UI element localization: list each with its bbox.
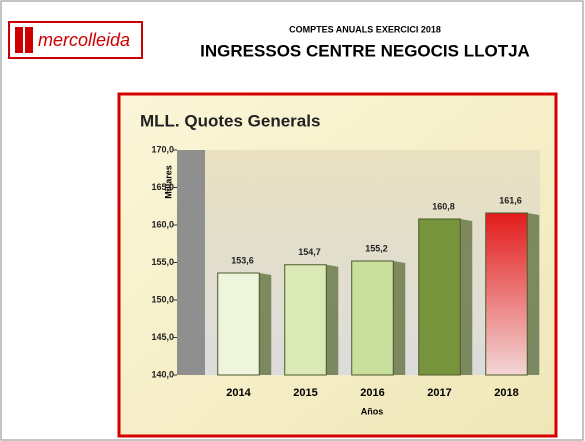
bar-front: [217, 272, 260, 376]
bar: [485, 212, 540, 376]
y-tick-label: 160,0: [151, 219, 174, 229]
value-label: 154,7: [298, 247, 321, 257]
y-axis-label: Millares: [163, 165, 173, 199]
logo-icon: [15, 27, 23, 53]
y-tick-label: 140,0: [151, 369, 174, 379]
bar-side: [393, 261, 406, 375]
bar-front: [351, 260, 394, 376]
bar-side: [527, 213, 540, 375]
x-tick-label: 2018: [494, 387, 518, 399]
value-label: 153,6: [231, 255, 254, 265]
chart-title: MLL. Quotes Generals: [140, 111, 320, 130]
x-tick-label: 2017: [427, 387, 451, 399]
x-axis-label: Años: [361, 406, 384, 416]
subtitle: COMPTES ANUALS EXERCICI 2018: [289, 24, 441, 34]
bar-side: [460, 219, 473, 375]
value-label: 155,2: [365, 243, 388, 253]
bar: [284, 264, 339, 376]
value-label: 160,8: [432, 201, 455, 211]
bar-side: [259, 273, 272, 375]
side-wall: [177, 150, 205, 375]
y-tick-label: 150,0: [151, 294, 174, 304]
y-tick-label: 170,0: [151, 144, 174, 154]
bar: [351, 260, 406, 376]
x-tick-label: 2015: [293, 387, 317, 399]
y-tick-label: 165,0: [151, 182, 174, 192]
y-tick-label: 145,0: [151, 332, 174, 342]
bar-front: [485, 212, 528, 376]
bar: [418, 218, 473, 376]
y-tick-label: 155,0: [151, 257, 174, 267]
logo-text: mercolleida: [38, 30, 130, 50]
title: INGRESSOS CENTRE NEGOCIS LLOTJA: [200, 41, 530, 60]
bar-front: [284, 264, 327, 376]
x-tick-label: 2014: [226, 387, 251, 399]
bar-side: [326, 264, 339, 375]
x-tick-label: 2016: [360, 387, 384, 399]
logo-icon: [25, 27, 33, 53]
bar-front: [418, 218, 461, 376]
value-label: 161,6: [499, 195, 522, 205]
bar: [217, 272, 272, 376]
